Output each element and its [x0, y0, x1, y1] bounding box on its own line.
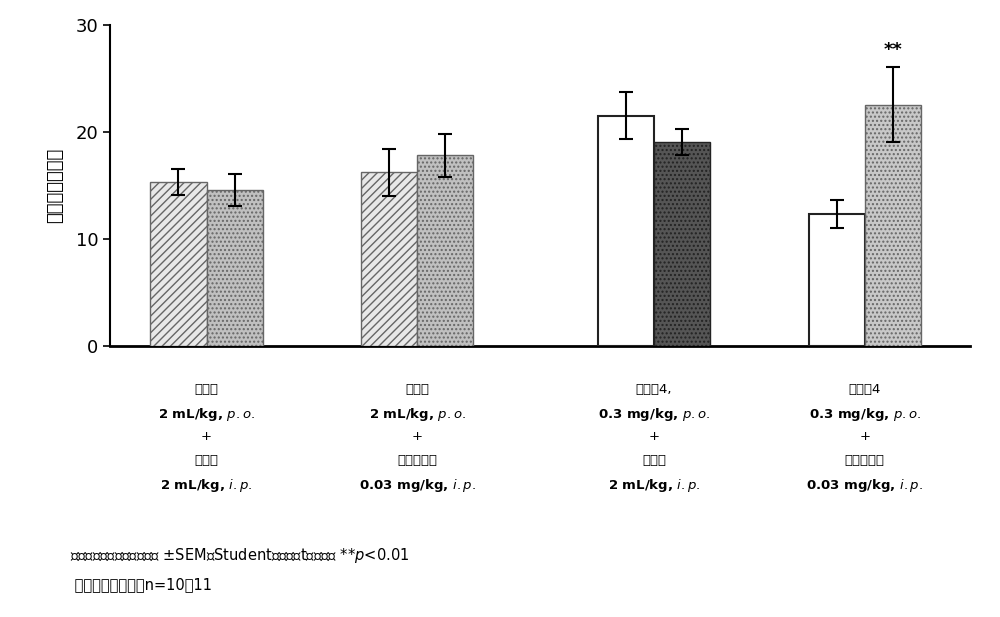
Bar [361, 172, 417, 346]
Text: 实施例4,: 实施例4, [636, 383, 672, 396]
Text: +: + [201, 430, 212, 443]
Text: 2 mL/kg, $i.p.$: 2 mL/kg, $i.p.$ [160, 477, 253, 494]
Text: 0.3 mg/kg, $p.o.$: 0.3 mg/kg, $p.o.$ [598, 407, 710, 423]
Text: 多奎哌齐，: 多奎哌齐， [845, 453, 885, 466]
Y-axis label: 探索时间（秒）: 探索时间（秒） [46, 147, 64, 223]
Text: 数据表示探索时间的平均值 ±SEM（Student配对双尻t检验）， **$p$<0.01: 数据表示探索时间的平均值 ±SEM（Student配对双尻t检验）， **$p$… [70, 546, 409, 565]
Bar [809, 214, 865, 346]
Text: +: + [412, 430, 423, 443]
Text: 0.03 mg/kg, $i.p.$: 0.03 mg/kg, $i.p.$ [359, 477, 476, 494]
Bar [150, 182, 207, 346]
Text: +: + [649, 430, 660, 443]
Bar [207, 191, 263, 346]
Text: 2 mL/kg, $p.o.$: 2 mL/kg, $p.o.$ [158, 407, 255, 423]
Text: 载剂，: 载剂， [195, 453, 219, 466]
Text: +: + [859, 430, 870, 443]
Text: **: ** [883, 41, 902, 59]
Text: 载剂，: 载剂， [195, 383, 219, 396]
Text: 载剂，: 载剂， [642, 453, 666, 466]
Bar [598, 115, 654, 346]
Text: 载剂，: 载剂， [405, 383, 429, 396]
Bar [654, 143, 710, 346]
Text: 实施例4: 实施例4 [849, 383, 881, 396]
Text: 2 mL/kg, $i.p.$: 2 mL/kg, $i.p.$ [608, 477, 700, 494]
Text: 2 mL/kg, $p.o.$: 2 mL/kg, $p.o.$ [369, 407, 466, 423]
Text: 0.03 mg/kg, $i.p.$: 0.03 mg/kg, $i.p.$ [806, 477, 923, 494]
Bar [865, 105, 921, 346]
Bar [417, 155, 473, 346]
Text: 相对于熟悉物体，n=10至11: 相对于熟悉物体，n=10至11 [70, 577, 212, 592]
Text: 多奎哌齐，: 多奎哌齐， [397, 453, 437, 466]
Text: 0.3 mg/kg, $p.o.$: 0.3 mg/kg, $p.o.$ [809, 407, 921, 423]
